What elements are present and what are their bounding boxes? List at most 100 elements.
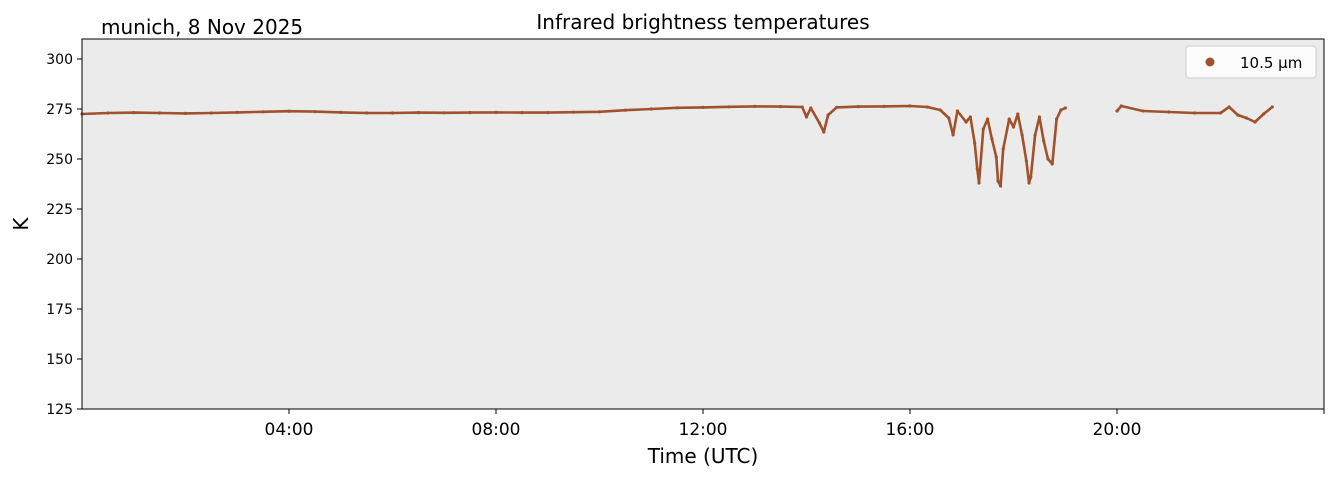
data-point <box>572 110 576 114</box>
y-tick-label: 125 <box>46 402 73 418</box>
y-tick-label: 225 <box>46 202 73 218</box>
data-point <box>1024 159 1028 163</box>
y-tick-label: 275 <box>46 102 73 118</box>
data-point <box>339 110 343 114</box>
data-point <box>1167 110 1171 114</box>
data-point <box>1262 112 1266 116</box>
x-tick-label: 20:00 <box>1093 420 1142 440</box>
data-point <box>977 181 981 185</box>
data-point <box>1050 162 1054 166</box>
data-point <box>999 184 1003 188</box>
data-point <box>1193 111 1197 115</box>
data-point <box>1059 108 1063 112</box>
data-point <box>1218 111 1223 115</box>
data-point <box>701 105 705 109</box>
data-point <box>809 106 813 110</box>
data-point <box>856 105 860 109</box>
y-tick-label: 300 <box>46 52 73 68</box>
data-point <box>882 104 886 108</box>
y-axis-title: K <box>9 217 33 231</box>
series-trace <box>1116 104 1274 124</box>
legend-marker <box>1205 57 1215 67</box>
y-tick-label: 150 <box>46 352 73 368</box>
data-point <box>800 105 804 109</box>
data-point <box>981 127 985 131</box>
x-tick-label: 16:00 <box>886 420 935 440</box>
data-point <box>1037 115 1041 119</box>
data-point <box>996 179 1000 183</box>
data-point <box>597 110 602 114</box>
y-axis: 125 150 175 200 225 250 275 300 <box>46 52 82 418</box>
data-point <box>1270 105 1274 109</box>
data-point <box>1007 117 1011 121</box>
data-point <box>1011 125 1016 129</box>
y-tick-label: 175 <box>46 302 73 318</box>
data-point <box>925 105 929 109</box>
data-point <box>1236 113 1240 117</box>
series-trace <box>81 104 1066 188</box>
data-point <box>947 116 951 120</box>
data-point <box>727 105 731 109</box>
data-point <box>964 120 968 124</box>
data-point <box>817 121 822 125</box>
data-point <box>1141 109 1145 113</box>
data-point <box>494 110 498 114</box>
data-point <box>287 109 291 113</box>
data-point <box>442 111 446 115</box>
y-tick-label: 200 <box>46 252 73 268</box>
data-point <box>261 110 265 114</box>
data-point <box>968 115 973 119</box>
location-date-label: munich, 8 Nov 2025 <box>101 15 303 39</box>
data-point <box>951 133 955 137</box>
legend: 10.5 µm <box>1185 45 1317 79</box>
data-point <box>986 117 990 121</box>
legend-label: 10.5 µm <box>1240 54 1302 72</box>
series-10-5um <box>80 104 1274 188</box>
data-point <box>990 137 994 141</box>
data-point <box>822 130 826 134</box>
legend-box <box>1185 45 1317 79</box>
data-point <box>779 105 783 109</box>
plot-area <box>82 39 1324 409</box>
data-point <box>1042 139 1046 143</box>
data-point <box>1046 157 1050 161</box>
x-tick-label: 08:00 <box>472 420 521 440</box>
data-point <box>675 106 679 110</box>
y-tick-label: 250 <box>46 152 73 168</box>
data-point <box>416 111 420 115</box>
data-point <box>520 111 524 115</box>
x-tick-label: 12:00 <box>679 420 728 440</box>
data-point <box>826 113 830 117</box>
chart-title: Infrared brightness temperatures <box>536 10 869 34</box>
data-point <box>365 111 369 115</box>
data-point <box>106 111 110 115</box>
data-point <box>1020 133 1024 137</box>
x-axis-title: Time (UTC) <box>647 444 759 468</box>
data-point <box>908 104 912 108</box>
data-point <box>183 111 188 115</box>
data-point <box>132 111 136 115</box>
data-point <box>623 108 628 112</box>
x-axis: 04:00 08:00 12:00 16:00 20:00 <box>265 409 1325 440</box>
data-point <box>804 115 809 119</box>
data-point <box>1033 133 1037 137</box>
data-point <box>1244 116 1248 120</box>
data-point <box>1227 105 1231 109</box>
data-point <box>835 105 839 109</box>
data-point <box>1253 120 1257 124</box>
data-point <box>468 111 472 115</box>
data-point <box>1001 147 1005 151</box>
data-point <box>158 111 162 115</box>
data-point <box>973 141 977 145</box>
data-point <box>235 110 239 114</box>
data-point <box>1029 175 1033 179</box>
data-point <box>390 111 395 115</box>
data-point <box>1063 106 1067 110</box>
data-point <box>1115 109 1119 113</box>
data-point <box>753 104 757 108</box>
x-tick-label: 04:00 <box>265 420 314 440</box>
data-point <box>1027 181 1031 185</box>
data-point <box>994 155 998 159</box>
data-point <box>975 167 979 171</box>
